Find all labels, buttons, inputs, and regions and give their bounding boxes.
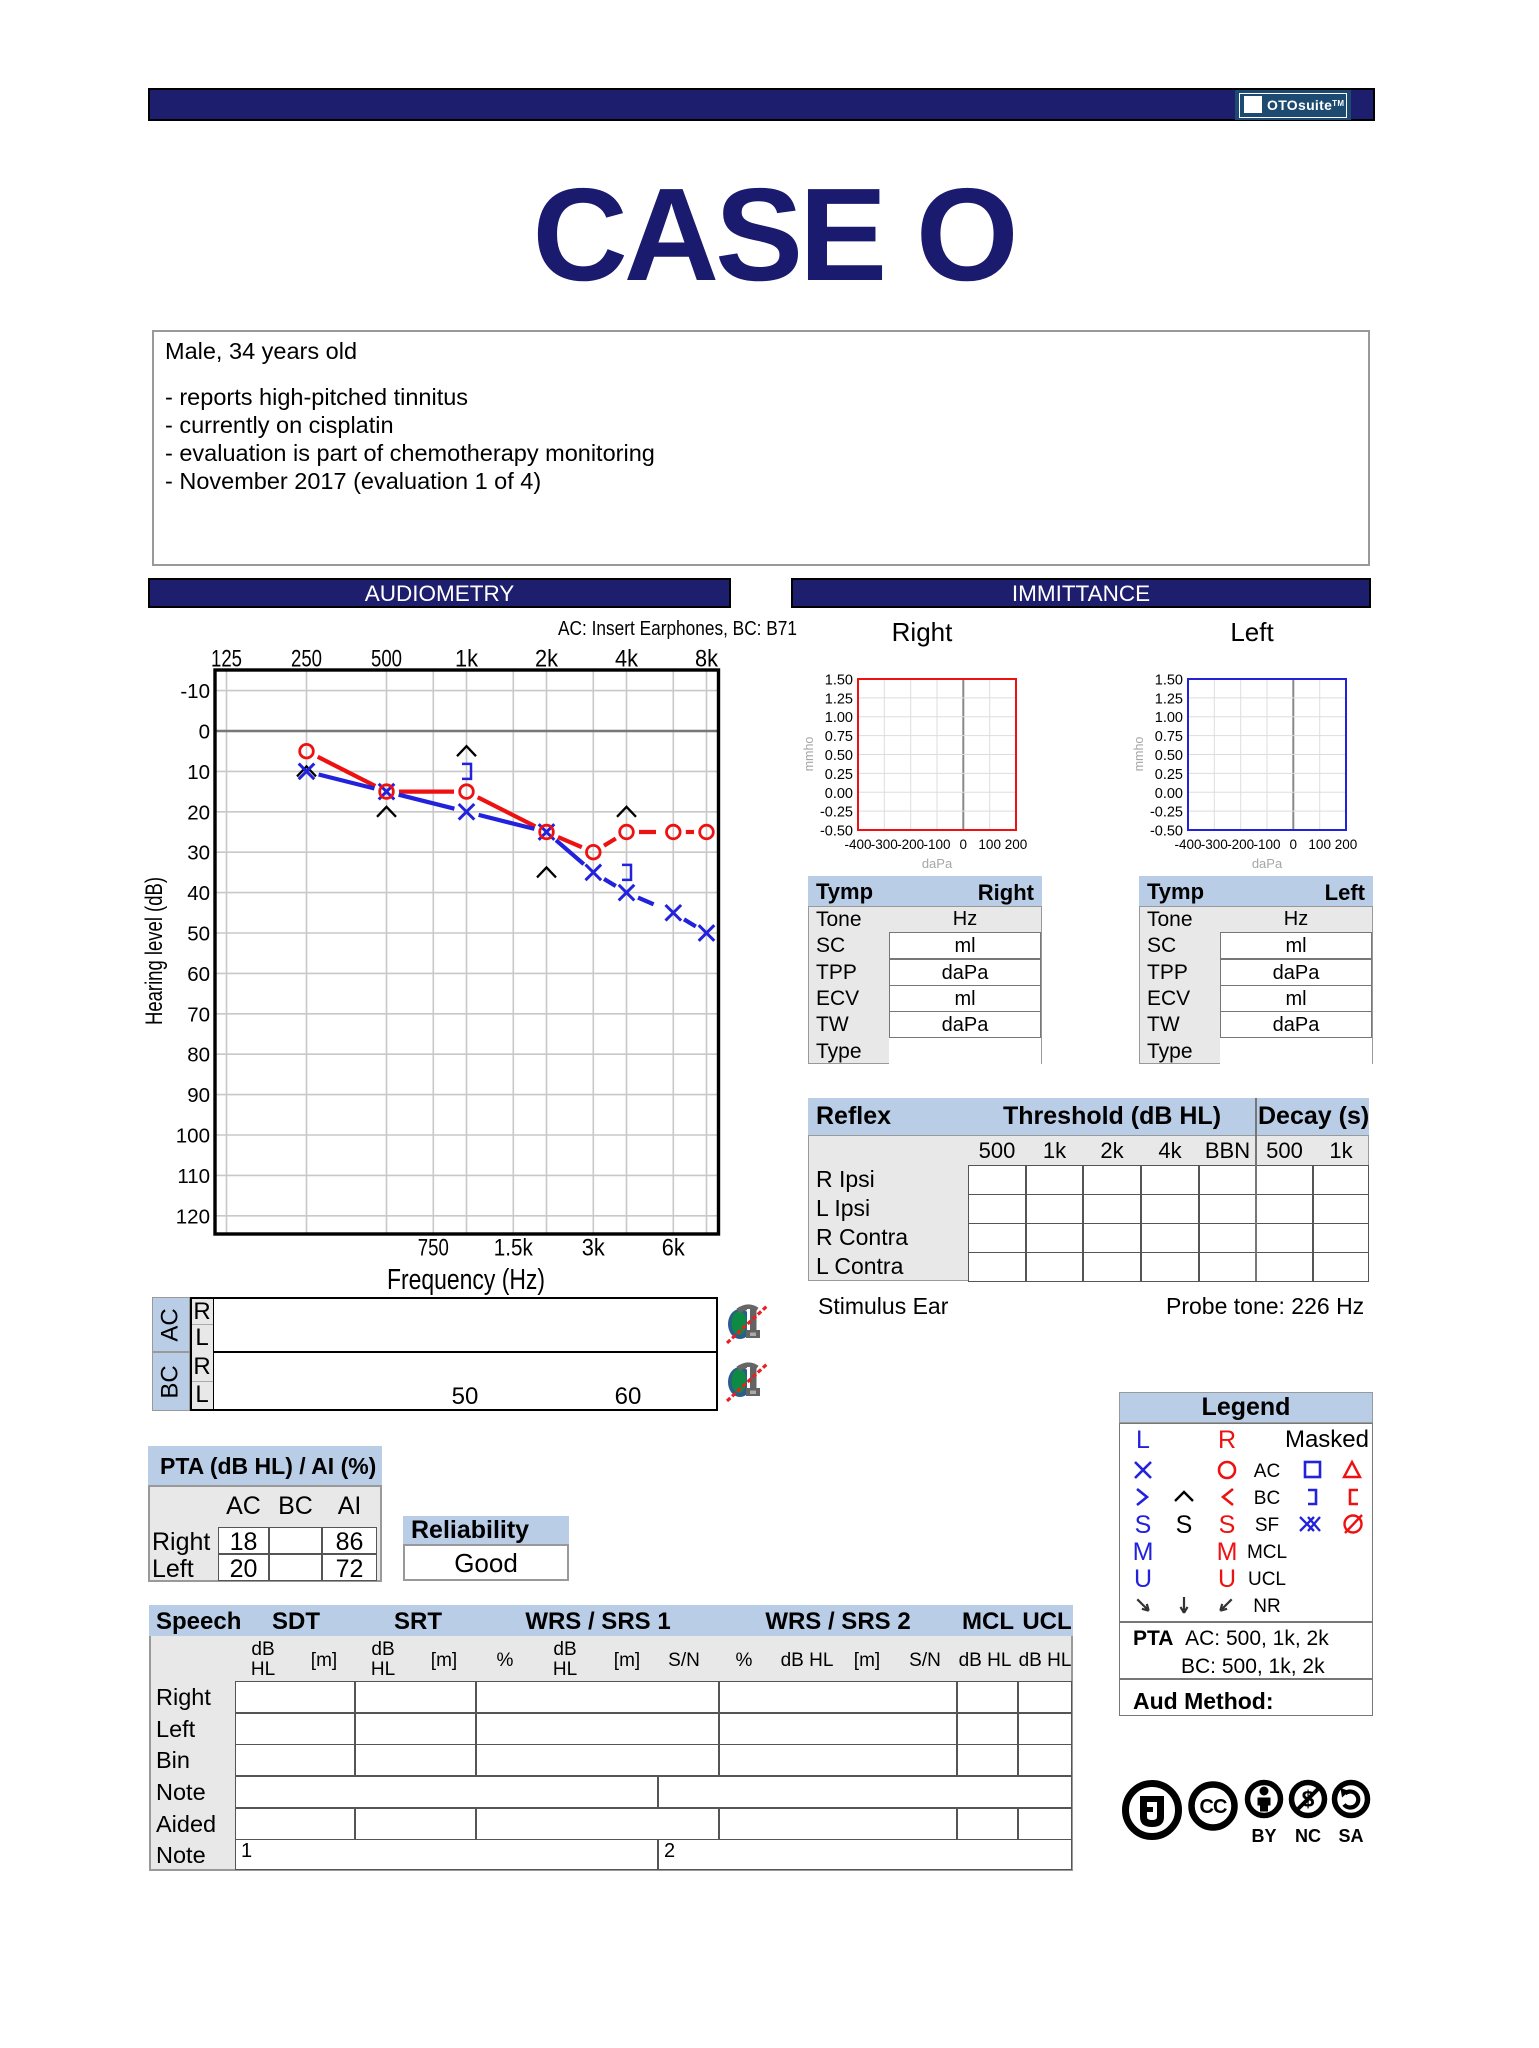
svg-text:200: 200 bbox=[1335, 837, 1358, 852]
svg-text:-100: -100 bbox=[1253, 837, 1280, 852]
svg-text:-200: -200 bbox=[1227, 837, 1254, 852]
svg-text:1.00: 1.00 bbox=[1155, 710, 1183, 726]
svg-text:-10: -10 bbox=[180, 680, 210, 703]
svg-text:L: L bbox=[1136, 1426, 1150, 1454]
svg-text:125: 125 bbox=[211, 646, 242, 673]
svg-text:100: 100 bbox=[1308, 837, 1331, 852]
svg-text:4k: 4k bbox=[615, 646, 639, 673]
svg-text:BY: BY bbox=[1251, 1826, 1276, 1846]
svg-text:90: 90 bbox=[187, 1084, 210, 1107]
svg-text:0.50: 0.50 bbox=[825, 748, 853, 764]
svg-text:100: 100 bbox=[978, 837, 1001, 852]
svg-text:BC: BC bbox=[1254, 1488, 1280, 1509]
svg-text:Frequency (Hz): Frequency (Hz) bbox=[387, 1264, 545, 1296]
svg-text:AC: AC bbox=[1254, 1461, 1280, 1482]
svg-text:M: M bbox=[1133, 1538, 1154, 1566]
svg-text:U: U bbox=[1218, 1565, 1236, 1593]
svg-text:-300: -300 bbox=[1201, 837, 1228, 852]
svg-text:1.50: 1.50 bbox=[825, 673, 853, 689]
svg-text:120: 120 bbox=[176, 1205, 210, 1228]
svg-text:40: 40 bbox=[187, 882, 210, 905]
svg-text:-400: -400 bbox=[1174, 837, 1201, 852]
svg-text:SA: SA bbox=[1338, 1826, 1363, 1846]
svg-text:U: U bbox=[1134, 1565, 1152, 1593]
svg-text:-200: -200 bbox=[897, 837, 924, 852]
svg-text:20: 20 bbox=[187, 801, 210, 824]
svg-text:70: 70 bbox=[187, 1003, 210, 1026]
svg-text:CC: CC bbox=[1200, 1796, 1227, 1818]
svg-text:8k: 8k bbox=[695, 646, 719, 673]
svg-text:Hearing level (dB): Hearing level (dB) bbox=[141, 877, 168, 1025]
svg-text:daPa: daPa bbox=[1252, 856, 1283, 870]
svg-text:750: 750 bbox=[418, 1235, 449, 1262]
svg-text:Masked: Masked bbox=[1285, 1426, 1369, 1453]
svg-text:S: S bbox=[1135, 1511, 1152, 1539]
svg-text:daPa: daPa bbox=[922, 856, 953, 870]
svg-text:500: 500 bbox=[371, 646, 402, 673]
svg-text:-0.25: -0.25 bbox=[820, 805, 853, 821]
svg-text:UCL: UCL bbox=[1248, 1569, 1286, 1590]
svg-text:M: M bbox=[1217, 1538, 1238, 1566]
svg-text:1.25: 1.25 bbox=[1155, 691, 1183, 707]
svg-text:0.00: 0.00 bbox=[1155, 786, 1183, 802]
svg-text:1k: 1k bbox=[455, 646, 479, 673]
svg-text:S: S bbox=[1176, 1511, 1193, 1539]
svg-text:0.00: 0.00 bbox=[825, 786, 853, 802]
svg-text:0.25: 0.25 bbox=[1155, 767, 1183, 783]
svg-text:R: R bbox=[1218, 1426, 1236, 1454]
svg-text:0: 0 bbox=[199, 721, 210, 744]
svg-text:-400: -400 bbox=[844, 837, 871, 852]
svg-text:3k: 3k bbox=[582, 1235, 606, 1262]
svg-text:30: 30 bbox=[187, 842, 210, 865]
svg-text:100: 100 bbox=[176, 1125, 210, 1148]
svg-text:-300: -300 bbox=[871, 837, 898, 852]
svg-text:S: S bbox=[1219, 1511, 1236, 1539]
svg-text:mmho: mmho bbox=[802, 737, 816, 772]
svg-text:MCL: MCL bbox=[1247, 1542, 1287, 1563]
svg-text:10: 10 bbox=[187, 761, 210, 784]
svg-text:0: 0 bbox=[960, 837, 968, 852]
svg-text:SF: SF bbox=[1255, 1515, 1279, 1536]
svg-text:-0.25: -0.25 bbox=[1150, 805, 1183, 821]
svg-text:60: 60 bbox=[187, 963, 210, 986]
svg-text:1.00: 1.00 bbox=[825, 710, 853, 726]
svg-text:6k: 6k bbox=[662, 1235, 686, 1262]
svg-text:-0.50: -0.50 bbox=[1150, 824, 1183, 840]
svg-text:AC: Insert Earphones, BC: B71: AC: Insert Earphones, BC: B71 bbox=[558, 617, 797, 640]
svg-text:1.5k: 1.5k bbox=[494, 1235, 534, 1262]
svg-text:0.75: 0.75 bbox=[1155, 729, 1183, 745]
svg-text:NC: NC bbox=[1295, 1826, 1321, 1846]
svg-text:80: 80 bbox=[187, 1044, 210, 1067]
svg-text:0.75: 0.75 bbox=[825, 729, 853, 745]
svg-text:-0.50: -0.50 bbox=[820, 824, 853, 840]
svg-text:2k: 2k bbox=[535, 646, 559, 673]
svg-text:0.50: 0.50 bbox=[1155, 748, 1183, 764]
svg-text:250: 250 bbox=[291, 646, 322, 673]
svg-text:1.50: 1.50 bbox=[1155, 673, 1183, 689]
svg-text:200: 200 bbox=[1005, 837, 1028, 852]
svg-text:110: 110 bbox=[177, 1165, 210, 1188]
svg-text:50: 50 bbox=[187, 923, 210, 946]
svg-text:NR: NR bbox=[1253, 1596, 1280, 1617]
svg-text:0.25: 0.25 bbox=[825, 767, 853, 783]
svg-text:mmho: mmho bbox=[1132, 737, 1146, 772]
svg-text:1.25: 1.25 bbox=[825, 691, 853, 707]
svg-text:-100: -100 bbox=[923, 837, 950, 852]
svg-text:0: 0 bbox=[1290, 837, 1298, 852]
